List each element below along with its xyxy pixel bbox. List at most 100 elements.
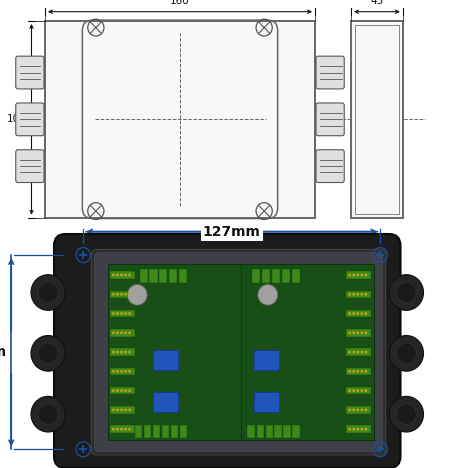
- Circle shape: [352, 370, 355, 373]
- FancyBboxPatch shape: [94, 253, 382, 452]
- Circle shape: [360, 389, 363, 392]
- Circle shape: [348, 389, 351, 392]
- Text: 127mm: 127mm: [203, 225, 261, 239]
- Circle shape: [348, 428, 351, 431]
- Circle shape: [128, 331, 131, 334]
- Bar: [153, 392, 178, 412]
- Circle shape: [356, 331, 359, 334]
- Bar: [346, 291, 371, 298]
- Bar: [346, 271, 371, 279]
- Bar: [282, 269, 290, 283]
- Circle shape: [364, 370, 367, 373]
- Circle shape: [356, 312, 359, 315]
- Circle shape: [364, 274, 367, 277]
- Circle shape: [356, 428, 359, 431]
- Circle shape: [356, 274, 359, 277]
- Circle shape: [124, 293, 127, 296]
- Circle shape: [112, 351, 115, 353]
- Bar: [346, 387, 371, 395]
- Circle shape: [352, 351, 355, 353]
- Circle shape: [356, 409, 359, 411]
- Bar: [346, 310, 371, 317]
- Circle shape: [348, 293, 351, 296]
- Bar: [351, 21, 403, 218]
- Bar: [346, 367, 371, 375]
- FancyBboxPatch shape: [316, 103, 344, 136]
- Circle shape: [112, 389, 115, 392]
- Circle shape: [124, 331, 127, 334]
- Bar: [355, 25, 399, 214]
- Circle shape: [112, 428, 115, 431]
- Bar: [169, 269, 177, 283]
- Circle shape: [348, 274, 351, 277]
- Circle shape: [128, 351, 131, 353]
- Circle shape: [364, 409, 367, 411]
- Text: 95mm: 95mm: [0, 345, 7, 359]
- Circle shape: [348, 370, 351, 373]
- Bar: [108, 264, 374, 440]
- Circle shape: [356, 389, 359, 392]
- Circle shape: [120, 428, 123, 431]
- Bar: [256, 425, 264, 438]
- Circle shape: [352, 409, 355, 411]
- Bar: [292, 425, 300, 438]
- Circle shape: [120, 409, 123, 411]
- Circle shape: [128, 274, 131, 277]
- Bar: [110, 367, 135, 375]
- Bar: [144, 425, 151, 438]
- Circle shape: [360, 274, 363, 277]
- Circle shape: [116, 331, 119, 334]
- Text: 45: 45: [370, 0, 383, 6]
- Circle shape: [360, 428, 363, 431]
- Circle shape: [112, 409, 115, 411]
- Bar: [254, 350, 279, 370]
- Bar: [346, 329, 371, 336]
- FancyBboxPatch shape: [316, 150, 344, 183]
- Circle shape: [116, 428, 119, 431]
- Circle shape: [128, 409, 131, 411]
- Circle shape: [360, 331, 363, 334]
- Circle shape: [360, 409, 363, 411]
- Bar: [180, 425, 187, 438]
- Circle shape: [396, 404, 416, 424]
- Circle shape: [31, 336, 65, 371]
- Circle shape: [128, 428, 131, 431]
- Bar: [292, 269, 300, 283]
- Circle shape: [112, 312, 115, 315]
- Bar: [274, 425, 282, 438]
- Circle shape: [38, 404, 58, 424]
- Circle shape: [120, 351, 123, 353]
- Circle shape: [352, 389, 355, 392]
- Circle shape: [112, 331, 115, 334]
- Bar: [149, 269, 158, 283]
- Circle shape: [364, 331, 367, 334]
- Circle shape: [356, 351, 359, 353]
- Bar: [346, 348, 371, 356]
- Circle shape: [364, 312, 367, 315]
- Circle shape: [116, 312, 119, 315]
- Circle shape: [128, 389, 131, 392]
- Circle shape: [352, 331, 355, 334]
- Circle shape: [124, 274, 127, 277]
- Circle shape: [389, 275, 423, 310]
- Circle shape: [352, 428, 355, 431]
- Circle shape: [396, 343, 416, 364]
- Bar: [171, 425, 178, 438]
- Text: 160: 160: [170, 0, 190, 6]
- FancyBboxPatch shape: [16, 103, 44, 136]
- Circle shape: [364, 351, 367, 353]
- Circle shape: [38, 282, 58, 303]
- Circle shape: [128, 293, 131, 296]
- FancyBboxPatch shape: [16, 56, 44, 89]
- Circle shape: [112, 370, 115, 373]
- Bar: [266, 425, 273, 438]
- Circle shape: [389, 336, 423, 371]
- Circle shape: [38, 343, 58, 364]
- Circle shape: [356, 293, 359, 296]
- FancyBboxPatch shape: [91, 249, 386, 455]
- Circle shape: [364, 389, 367, 392]
- Circle shape: [348, 409, 351, 411]
- Circle shape: [116, 389, 119, 392]
- Circle shape: [124, 409, 127, 411]
- Circle shape: [124, 312, 127, 315]
